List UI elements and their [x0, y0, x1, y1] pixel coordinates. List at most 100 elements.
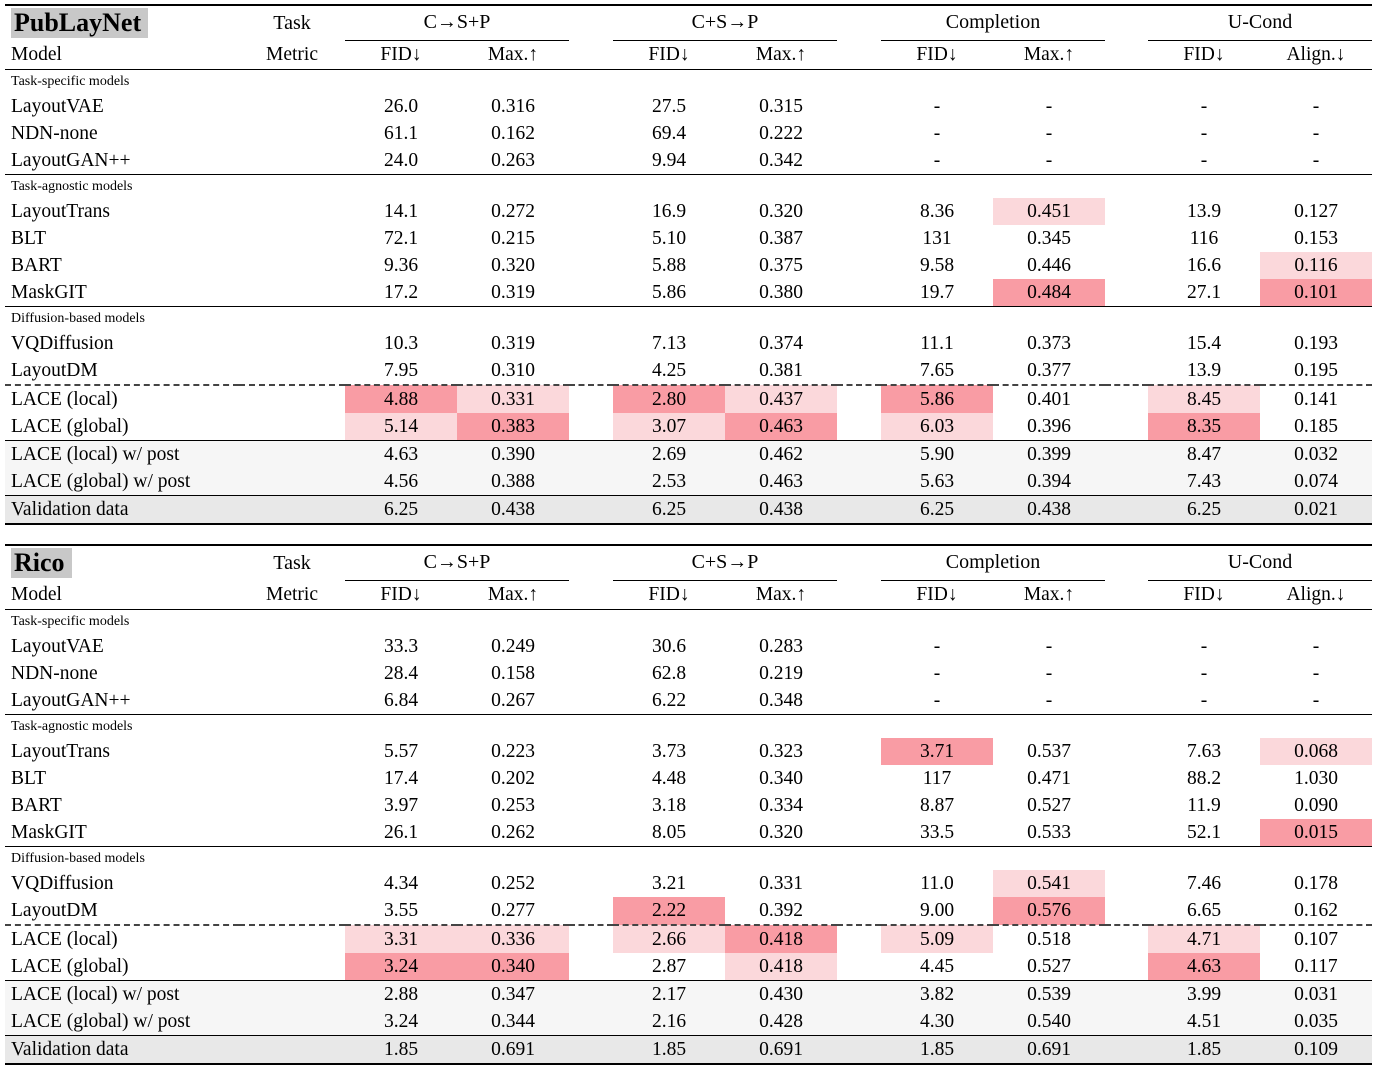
task-label: Task [273, 11, 311, 34]
spacer-cell [837, 198, 881, 225]
table-row: NDN-none 28.4 0.158 62.8 0.219 - - - - [5, 660, 1372, 687]
spacer-cell [239, 93, 345, 120]
value-cell: 8.05 [651, 822, 687, 843]
spacer-cell [239, 660, 345, 687]
model-name: LayoutTrans [11, 201, 110, 222]
model-name: LACE (local) [5, 384, 239, 413]
section-label: Task-agnostic models [5, 714, 1372, 738]
value-cell: 0.348 [759, 690, 803, 711]
table-row: BLT 72.1 0.215 5.10 0.387 131 0.345 116 0.153 [5, 225, 1372, 252]
value-cell: 30.6 [651, 636, 687, 657]
spacer-cell [239, 738, 345, 765]
spacer-cell [1105, 980, 1148, 1008]
value-cell: - [1045, 636, 1053, 657]
value-cell: 6.25 [881, 495, 993, 524]
value-cell: 0.462 [725, 440, 837, 468]
value-cell: 4.51 [1148, 1008, 1260, 1036]
value-cell: 4.71 [1148, 924, 1260, 953]
model-column-header: Model [11, 43, 62, 65]
value-cell: 52.1 [1186, 822, 1222, 843]
header-row-metrics: Model Metric FID↓ Max.↑ FID↓ Max.↑ FID↓ Max.↑ FI… [5, 41, 1372, 70]
table-row: NDN-none 61.1 0.162 69.4 0.222 - - - - [5, 120, 1372, 147]
section-label: Task-specific models [5, 609, 1372, 633]
table-row: LACE (global) w/ post 3.24 0.344 2.16 0.428 4… [5, 1008, 1372, 1036]
table-row: MaskGIT 26.1 0.262 8.05 0.320 33.5 0.533 52.1 0.… [5, 819, 1372, 847]
metric-column-header: FID↓ [916, 44, 958, 65]
value-cell: 8.36 [919, 201, 955, 222]
value-cell: 0.394 [993, 468, 1105, 496]
value-cell: 0.446 [1027, 255, 1071, 276]
spacer-cell [1105, 413, 1148, 441]
value-cell: 72.1 [383, 228, 419, 249]
value-cell: 0.252 [491, 873, 535, 894]
model-name: BLT [11, 768, 47, 789]
spacer-cell [837, 765, 881, 792]
value-cell: 0.373 [1027, 333, 1071, 354]
spacer-cell [1105, 660, 1148, 687]
value-cell: 4.88 [345, 384, 457, 413]
value-cell: 0.195 [1294, 360, 1338, 381]
value-cell: 14.1 [383, 201, 419, 222]
spacer-cell [569, 765, 613, 792]
value-cell: 0.116 [1260, 252, 1372, 279]
model-name: LayoutGAN++ [11, 150, 131, 171]
header-row-metrics: Model Metric FID↓ Max.↑ FID↓ Max.↑ FID↓ Max.↑ FI… [5, 581, 1372, 610]
spacer-cell [1105, 357, 1148, 385]
section-label-row: Diffusion-based models [5, 846, 1372, 870]
value-cell: 0.162 [491, 123, 535, 144]
spacer-cell [569, 468, 613, 496]
value-cell: - [1200, 690, 1208, 711]
table-row: LACE (local) 4.88 0.331 2.80 0.437 5.86 0.401 8… [5, 384, 1372, 413]
value-cell: 26.0 [383, 96, 419, 117]
value-cell: - [1312, 636, 1320, 657]
model-name: VQDiffusion [11, 873, 114, 894]
value-cell: 4.63 [345, 440, 457, 468]
spacer-cell [1105, 198, 1148, 225]
value-cell: 3.55 [383, 900, 419, 921]
value-cell: 9.00 [919, 900, 955, 921]
section-label: Task-specific models [5, 69, 1372, 93]
benchmark-table: PubLayNet Task C→S+P C+S→P Completion U-Cond M… [5, 4, 1372, 525]
spacer-cell [837, 545, 881, 581]
value-cell: 0.463 [725, 468, 837, 496]
spacer-cell [569, 897, 613, 925]
table-row: LACE (global) 3.24 0.340 2.87 0.418 4.45 0.527… [5, 953, 1372, 981]
value-cell: 0.383 [457, 413, 569, 441]
header-row-groups: PubLayNet Task C→S+P C+S→P Completion U-Cond [5, 5, 1372, 41]
metric-label: Metric [266, 583, 318, 605]
value-cell: 0.390 [457, 440, 569, 468]
value-cell: 3.07 [613, 413, 725, 441]
metric-column-header: Max.↑ [755, 44, 807, 65]
value-cell: 6.25 [1148, 495, 1260, 524]
value-cell: 0.418 [725, 953, 837, 981]
value-cell: 0.310 [491, 360, 535, 381]
spacer-cell [239, 468, 345, 496]
spacer-cell [1105, 41, 1148, 70]
value-cell: 1.85 [1148, 1035, 1260, 1064]
value-cell: 0.539 [993, 980, 1105, 1008]
value-cell: 0.340 [457, 953, 569, 981]
value-cell: 117 [922, 768, 952, 789]
value-cell: - [1312, 96, 1320, 117]
value-cell: 0.253 [491, 795, 535, 816]
value-cell: 0.101 [1260, 279, 1372, 307]
value-cell: 0.219 [759, 663, 803, 684]
value-cell: 0.074 [1260, 468, 1372, 496]
value-cell: 0.320 [491, 255, 535, 276]
spacer-cell [239, 765, 345, 792]
value-cell: - [1045, 150, 1053, 171]
spacer-cell [1105, 765, 1148, 792]
value-cell: 4.56 [345, 468, 457, 496]
metric-column-header: FID↓ [916, 584, 958, 605]
value-cell: 0.331 [457, 384, 569, 413]
value-cell: 0.438 [993, 495, 1105, 524]
value-cell: 6.25 [613, 495, 725, 524]
value-cell: 5.09 [881, 924, 993, 953]
spacer-cell [569, 924, 613, 953]
task-group-header: C→S+P [345, 545, 569, 581]
value-cell: 1.030 [1294, 768, 1338, 789]
table-row: LayoutTrans 5.57 0.223 3.73 0.323 3.71 0.537 7.… [5, 738, 1372, 765]
task-group-header: U-Cond [1148, 5, 1372, 41]
value-cell: 0.158 [491, 663, 535, 684]
